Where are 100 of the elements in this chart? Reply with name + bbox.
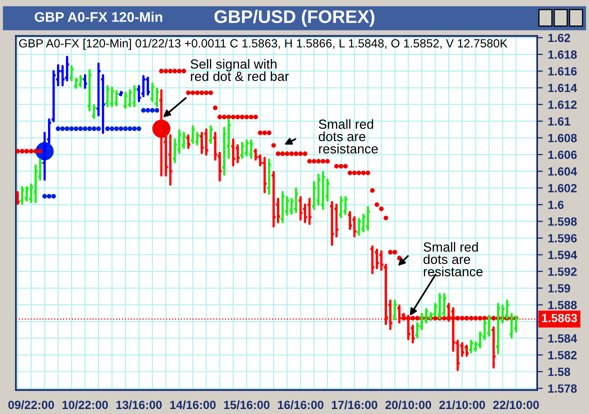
candlestick	[244, 139, 250, 157]
point	[82, 126, 88, 131]
point	[69, 126, 74, 131]
point	[96, 126, 101, 131]
y-tick-label: 1.616	[548, 67, 577, 76]
candlestick	[364, 206, 372, 231]
point	[87, 126, 92, 131]
candlestick	[16, 191, 21, 205]
point	[42, 194, 47, 199]
annotation: Small red dots are resistance	[424, 242, 483, 276]
x-tick-label: 20/10:00	[385, 400, 432, 410]
candlestick	[72, 77, 80, 89]
candlestick	[369, 245, 376, 274]
y-tick-label: 1.598	[548, 217, 577, 226]
x-tick-label: 15/16:00	[224, 400, 270, 410]
x-tick-label: 09/22:00	[8, 400, 54, 410]
candlestick	[203, 128, 210, 156]
x-tick-label: 17/16:00	[332, 400, 378, 410]
y-tick-label: 1.592	[548, 267, 577, 276]
text: GBP A0-FX 120-Min	[34, 12, 162, 22]
candlestick	[392, 300, 398, 320]
candlestick	[262, 156, 268, 194]
candlestick	[266, 158, 272, 195]
point	[110, 126, 114, 131]
point	[132, 126, 137, 131]
candlestick	[122, 92, 129, 109]
candlestick	[95, 62, 102, 116]
candlestick	[315, 173, 322, 206]
x-tick-label: 14/16:00	[170, 400, 216, 410]
annotation: Small red dots are resistance	[318, 119, 378, 154]
y-tick-label: 1.584	[548, 334, 578, 343]
candlestick	[297, 196, 304, 221]
y-tick-label: 1.614	[548, 84, 578, 92]
y-tick-label: 1.594	[548, 250, 578, 260]
candlestick	[328, 201, 336, 246]
candlestick	[279, 191, 286, 224]
candlestick	[24, 186, 30, 202]
candlestick	[248, 139, 254, 160]
candlestick	[320, 170, 326, 210]
candlestick	[167, 134, 174, 186]
x-tick-label: 22/10:00	[493, 400, 539, 410]
candlestick	[292, 188, 300, 214]
x-tick-label: 10/22:00	[62, 400, 108, 410]
candlestick	[490, 326, 497, 369]
candlestick	[185, 134, 192, 149]
y-tick-label: 1.608	[548, 134, 577, 142]
candlestick	[190, 125, 196, 144]
y-tick-label: 1.618	[548, 50, 577, 59]
candlestick	[158, 89, 165, 177]
candlestick	[90, 104, 98, 119]
y-tick-label: 1.606	[548, 150, 577, 159]
candlestick	[100, 74, 106, 134]
point	[150, 108, 155, 113]
candlestick	[464, 344, 470, 357]
candlestick	[239, 142, 246, 160]
y-tick-label: 1.61	[548, 117, 570, 126]
point	[128, 126, 132, 131]
candlestick	[126, 89, 134, 108]
candlestick	[104, 85, 111, 108]
point	[51, 194, 56, 199]
y-tick-label: 1.6	[548, 200, 564, 210]
candlestick	[68, 64, 75, 82]
point	[56, 126, 60, 131]
point	[78, 126, 83, 131]
y-tick-label: 1.59	[548, 284, 570, 293]
candlestick	[77, 74, 84, 88]
point	[136, 126, 142, 131]
point	[92, 126, 96, 131]
point	[64, 126, 70, 131]
chart-title: GBP/USD (FOREX)	[214, 10, 374, 27]
point	[118, 126, 124, 131]
candlestick	[324, 178, 331, 202]
y-tick-label: 1.596	[548, 234, 577, 242]
chart-subtitle: GBP A0-FX [120-Min] 01/22/13 +0.0011 C 1.5863, H 1.5866, L 1.5848, O 1.5852, V 12.7580K	[19, 38, 508, 50]
candlestick	[198, 132, 205, 154]
candlestick	[86, 69, 93, 112]
y-tick-label: 1.578	[548, 384, 577, 393]
point	[146, 108, 150, 113]
annotation: Sell signal with red dot & red bar	[190, 59, 289, 82]
y-tick-label: 1.582	[548, 350, 577, 360]
ref-line-label: 1.5863	[542, 314, 578, 322]
y-tick-label: 1.604	[548, 167, 578, 176]
y-tick-label: 1.62	[548, 34, 570, 42]
candlestick	[144, 76, 152, 96]
point	[141, 108, 146, 113]
y-tick-label: 1.588	[548, 300, 577, 310]
candlestick	[131, 85, 138, 108]
y-tick-label: 1.58	[548, 368, 570, 376]
x-tick-label: 16/16:00	[278, 400, 324, 410]
point	[46, 194, 52, 199]
y-tick-label: 1.602	[548, 184, 577, 192]
candlestick	[230, 138, 236, 167]
x-tick-label: 13/16:00	[116, 400, 162, 410]
candlestick	[108, 86, 116, 108]
point	[60, 126, 65, 131]
candlestick	[270, 170, 277, 228]
point	[105, 126, 110, 131]
point	[114, 126, 119, 131]
candlestick	[306, 198, 313, 225]
x-tick-label: 21/10:00	[439, 400, 486, 410]
